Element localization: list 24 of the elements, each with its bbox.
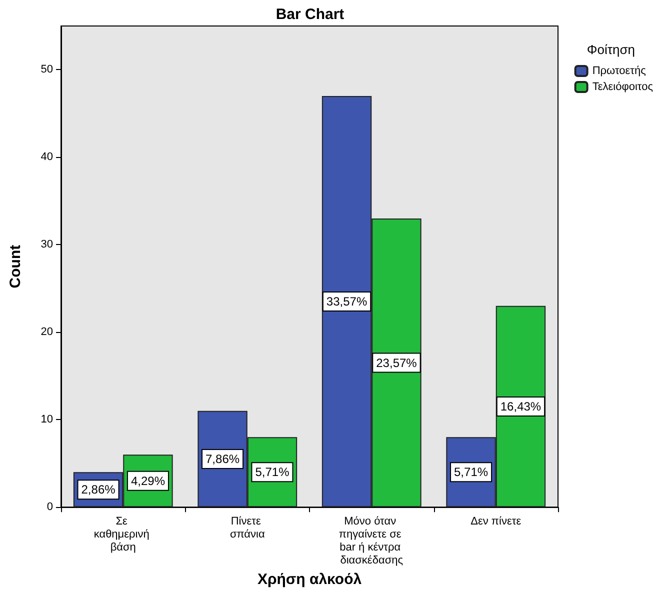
y-tick-label: 10	[40, 414, 53, 426]
x-axis-title: Χρήση αλκοόλ	[257, 571, 362, 588]
y-tick-label: 30	[40, 238, 53, 251]
annotation: 23,57%	[376, 356, 418, 370]
chart-title: Bar Chart	[276, 6, 344, 23]
x-tick-label: Πίνετε σπάνια	[230, 516, 266, 541]
x-tick-label: Μόνο όταν πηγαίνετε σε bar ή κέντρα διασκέδασης	[338, 516, 404, 567]
annotation: 16,43%	[500, 400, 542, 414]
annotation: 5,71%	[255, 465, 290, 480]
annotation: 5,71%	[454, 465, 488, 480]
annotation: 2,86%	[81, 482, 116, 497]
legend-label: Πρωτοετής	[592, 65, 646, 77]
y-tick-label: 40	[40, 151, 53, 164]
x-tick-label: Δεν πίνετε	[470, 516, 522, 528]
y-tick-label: 50	[40, 64, 53, 76]
x-tick-label: Σε καθημερινή βάση	[94, 516, 152, 554]
legend-title: Φοίτηση	[586, 42, 635, 57]
annotation: 33,57%	[326, 294, 368, 309]
y-axis-title: Count	[7, 244, 24, 288]
legend-label: Τελειόφοιτος	[592, 81, 654, 93]
annotation: 4,29%	[130, 474, 166, 488]
annotation: 7,86%	[206, 452, 240, 466]
y-tick-label: 0	[46, 501, 53, 514]
y-tick-label: 20	[40, 326, 53, 338]
